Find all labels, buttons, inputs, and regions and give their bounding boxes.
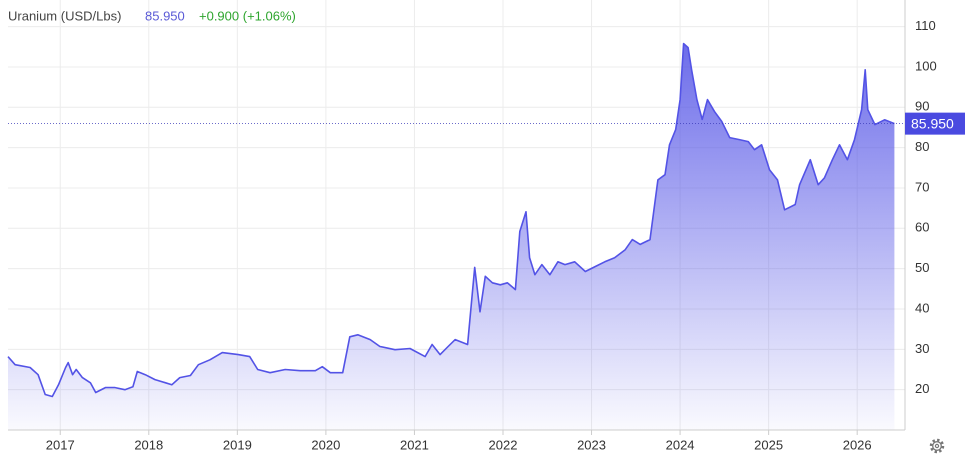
x-tick-label: 2025	[754, 437, 783, 452]
x-tick-label: 2024	[666, 437, 695, 452]
y-tick-label: 110	[915, 18, 936, 33]
price: 85.950	[145, 8, 185, 23]
gear-teeth	[929, 438, 945, 454]
gear-body	[932, 441, 942, 451]
x-tick-label: 2026	[843, 437, 872, 452]
x-tick-label: 2019	[223, 437, 252, 452]
gear-hole	[934, 443, 940, 449]
y-tick-label: 90	[915, 99, 929, 114]
last-price-tag	[905, 112, 965, 135]
x-tick-label: 2022	[489, 437, 518, 452]
x-tick-label: 2023	[577, 437, 606, 452]
x-tick-label: 2017	[46, 437, 75, 452]
x-tick-label: 2018	[134, 437, 163, 452]
y-tick-label: 40	[915, 300, 929, 315]
y-tick-label: 70	[915, 179, 929, 194]
last-price-label: 85.950	[911, 115, 954, 131]
y-tick-label: 60	[915, 220, 929, 235]
y-tick-label: 80	[915, 139, 929, 154]
area	[8, 43, 895, 430]
price-line	[7, 42, 895, 398]
chart-title: Uranium (USD/Lbs)	[8, 8, 121, 23]
y-tick-label: 20	[915, 381, 929, 396]
y-tick-label: 30	[915, 341, 929, 356]
x-tick-label: 2020	[311, 437, 340, 452]
y-tick-label: 100	[915, 58, 937, 73]
change: +0.900 (+1.06%)	[199, 8, 296, 23]
y-tick-label: 50	[915, 260, 929, 275]
plot	[7, 42, 905, 430]
x-tick-label: 2021	[400, 437, 429, 452]
settings-icon[interactable]	[929, 438, 945, 454]
